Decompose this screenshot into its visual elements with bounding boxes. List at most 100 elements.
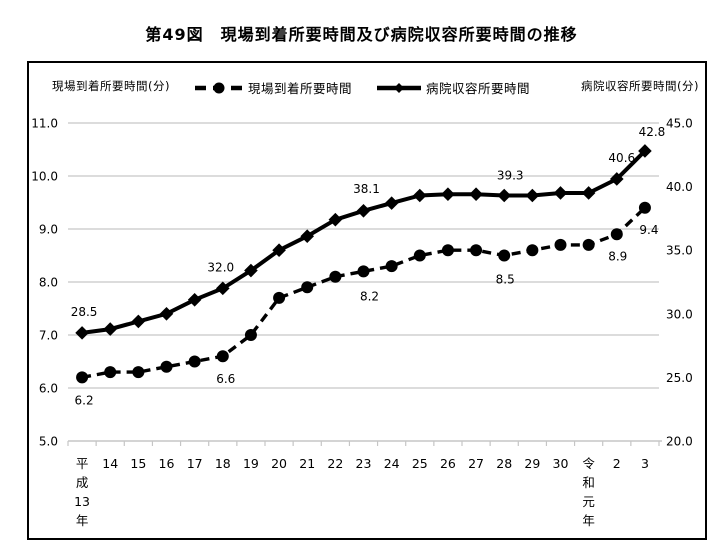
diamond-data-point-marker (300, 229, 315, 244)
x-axis-category-label: 26 (440, 456, 456, 471)
x-axis-category-label: 24 (384, 456, 400, 471)
data-value-label: 32.0 (207, 260, 234, 274)
x-axis-category-label: 22 (327, 456, 343, 471)
diamond-data-point-marker (75, 326, 89, 340)
data-value-label: 28.5 (71, 305, 98, 319)
diamond-data-point-marker (272, 243, 286, 257)
x-axis-category-label: 13 (74, 494, 90, 509)
legend-label-hospital-admission: 病院収容所要時間 (426, 81, 531, 96)
x-axis-category-label: 25 (412, 456, 428, 471)
diamond-data-point-marker (328, 212, 343, 227)
right-axis-title: 病院収容所要時間(分) (581, 79, 699, 93)
circle-data-point-marker (329, 270, 342, 283)
diamond-data-point-marker (384, 196, 399, 210)
left-axis-tick-label: 5.0 (39, 435, 58, 449)
diamond-data-point-marker (244, 263, 258, 278)
x-axis-category-label: 16 (159, 456, 175, 471)
figure-title: 第49図 現場到着所要時間及び病院収容所要時間の推移 (145, 25, 578, 44)
diamond-data-point-marker (187, 293, 202, 307)
dashed-line-circle-marker-icon (195, 82, 243, 93)
circle-data-point-marker (470, 244, 483, 257)
diamond-data-point-marker (609, 172, 624, 186)
data-value-label: 42.8 (639, 125, 666, 139)
solid-line-diamond-marker-icon (377, 82, 421, 93)
left-axis-tick-label: 7.0 (39, 329, 58, 343)
legend-item-hospital-admission: 病院収容所要時間 (375, 79, 530, 96)
diamond-data-point-marker (581, 186, 596, 200)
left-axis-tick-label: 8.0 (39, 276, 58, 290)
left-axis-title: 現場到着所要時間(分) (52, 79, 170, 93)
data-value-label: 8.9 (608, 249, 627, 263)
x-axis-category-label: 18 (215, 456, 231, 471)
data-value-label: 8.2 (360, 289, 379, 303)
data-value-label: 8.5 (496, 273, 515, 287)
data-value-label: 6.2 (75, 393, 94, 407)
x-axis-category-label: 年 (76, 513, 89, 528)
x-axis-category-label: 平 (76, 456, 89, 471)
data-value-label: 6.6 (216, 372, 235, 386)
x-axis-category-label: 和 (582, 475, 595, 490)
diamond-data-point-marker (356, 203, 371, 218)
x-axis-category-label: 23 (356, 456, 372, 471)
x-axis-category-label: 2 (613, 456, 621, 471)
circle-data-point-marker (76, 371, 89, 384)
x-axis-category-label: 21 (299, 456, 315, 471)
circle-data-point-marker (638, 201, 651, 214)
diamond-data-point-marker (131, 314, 146, 329)
left-axis-tick-label: 6.0 (39, 382, 58, 396)
x-axis-category-label: 15 (130, 456, 146, 471)
circle-data-point-marker (301, 281, 314, 294)
circle-data-point-marker (385, 260, 398, 273)
circle-data-point-marker (413, 249, 426, 262)
circle-data-point-marker (610, 228, 623, 241)
legend-label-scene-arrival: 現場到着所要時間 (248, 81, 353, 96)
left-axis-tick-label: 9.0 (39, 223, 58, 237)
x-axis-category-label: 29 (524, 456, 540, 471)
data-value-label: 9.4 (639, 223, 658, 237)
left-axis-tick-label: 10.0 (31, 170, 58, 184)
left-axis-tick-label: 11.0 (31, 117, 58, 131)
circle-data-point-marker (554, 238, 567, 251)
x-axis-category-label: 27 (468, 456, 484, 471)
diamond-data-point-marker (159, 307, 174, 321)
x-axis-category-label: 20 (271, 456, 287, 471)
x-axis-category-label: 年 (582, 513, 595, 528)
right-axis-tick-label: 35.0 (666, 244, 693, 258)
data-value-label: 40.6 (608, 151, 635, 165)
x-axis-category-label: 令 (582, 456, 595, 471)
circle-data-point-marker (441, 244, 454, 257)
data-value-label: 39.3 (497, 169, 524, 183)
x-axis-category-label: 成 (76, 475, 89, 490)
x-axis-category-label: 30 (553, 456, 569, 471)
chart-frame (27, 61, 707, 540)
data-value-label: 38.1 (353, 182, 380, 196)
circle-data-point-marker (273, 291, 286, 304)
diamond-data-point-marker (497, 188, 512, 203)
circle-data-point-marker (244, 329, 257, 341)
diamond-data-point-marker (103, 322, 118, 336)
x-axis-category-label: 元 (582, 494, 595, 509)
right-axis-tick-label: 20.0 (666, 435, 693, 449)
circle-data-point-marker (357, 265, 370, 278)
diamond-data-point-marker (553, 186, 568, 200)
right-axis-tick-label: 25.0 (666, 371, 693, 385)
x-axis-category-label: 19 (243, 456, 259, 471)
legend-item-scene-arrival: 現場到着所要時間 (193, 79, 352, 96)
diamond-data-point-marker (215, 281, 230, 296)
x-axis-category-label: 17 (187, 456, 203, 471)
diamond-data-point-marker (525, 188, 540, 203)
scene-arrival-line (81, 206, 647, 380)
right-axis-tick-label: 40.0 (666, 180, 693, 194)
x-axis-category-label: 3 (641, 456, 649, 471)
circle-data-point-marker (582, 238, 595, 251)
circle-data-point-marker (526, 244, 539, 257)
x-axis-category-label: 14 (102, 456, 118, 471)
diamond-data-point-marker (441, 187, 455, 202)
circle-data-point-marker (498, 249, 511, 262)
circle-data-point-marker (160, 360, 173, 373)
right-axis-tick-label: 30.0 (666, 307, 693, 321)
x-axis-category-label: 28 (496, 456, 512, 471)
diamond-data-point-marker (638, 144, 652, 158)
